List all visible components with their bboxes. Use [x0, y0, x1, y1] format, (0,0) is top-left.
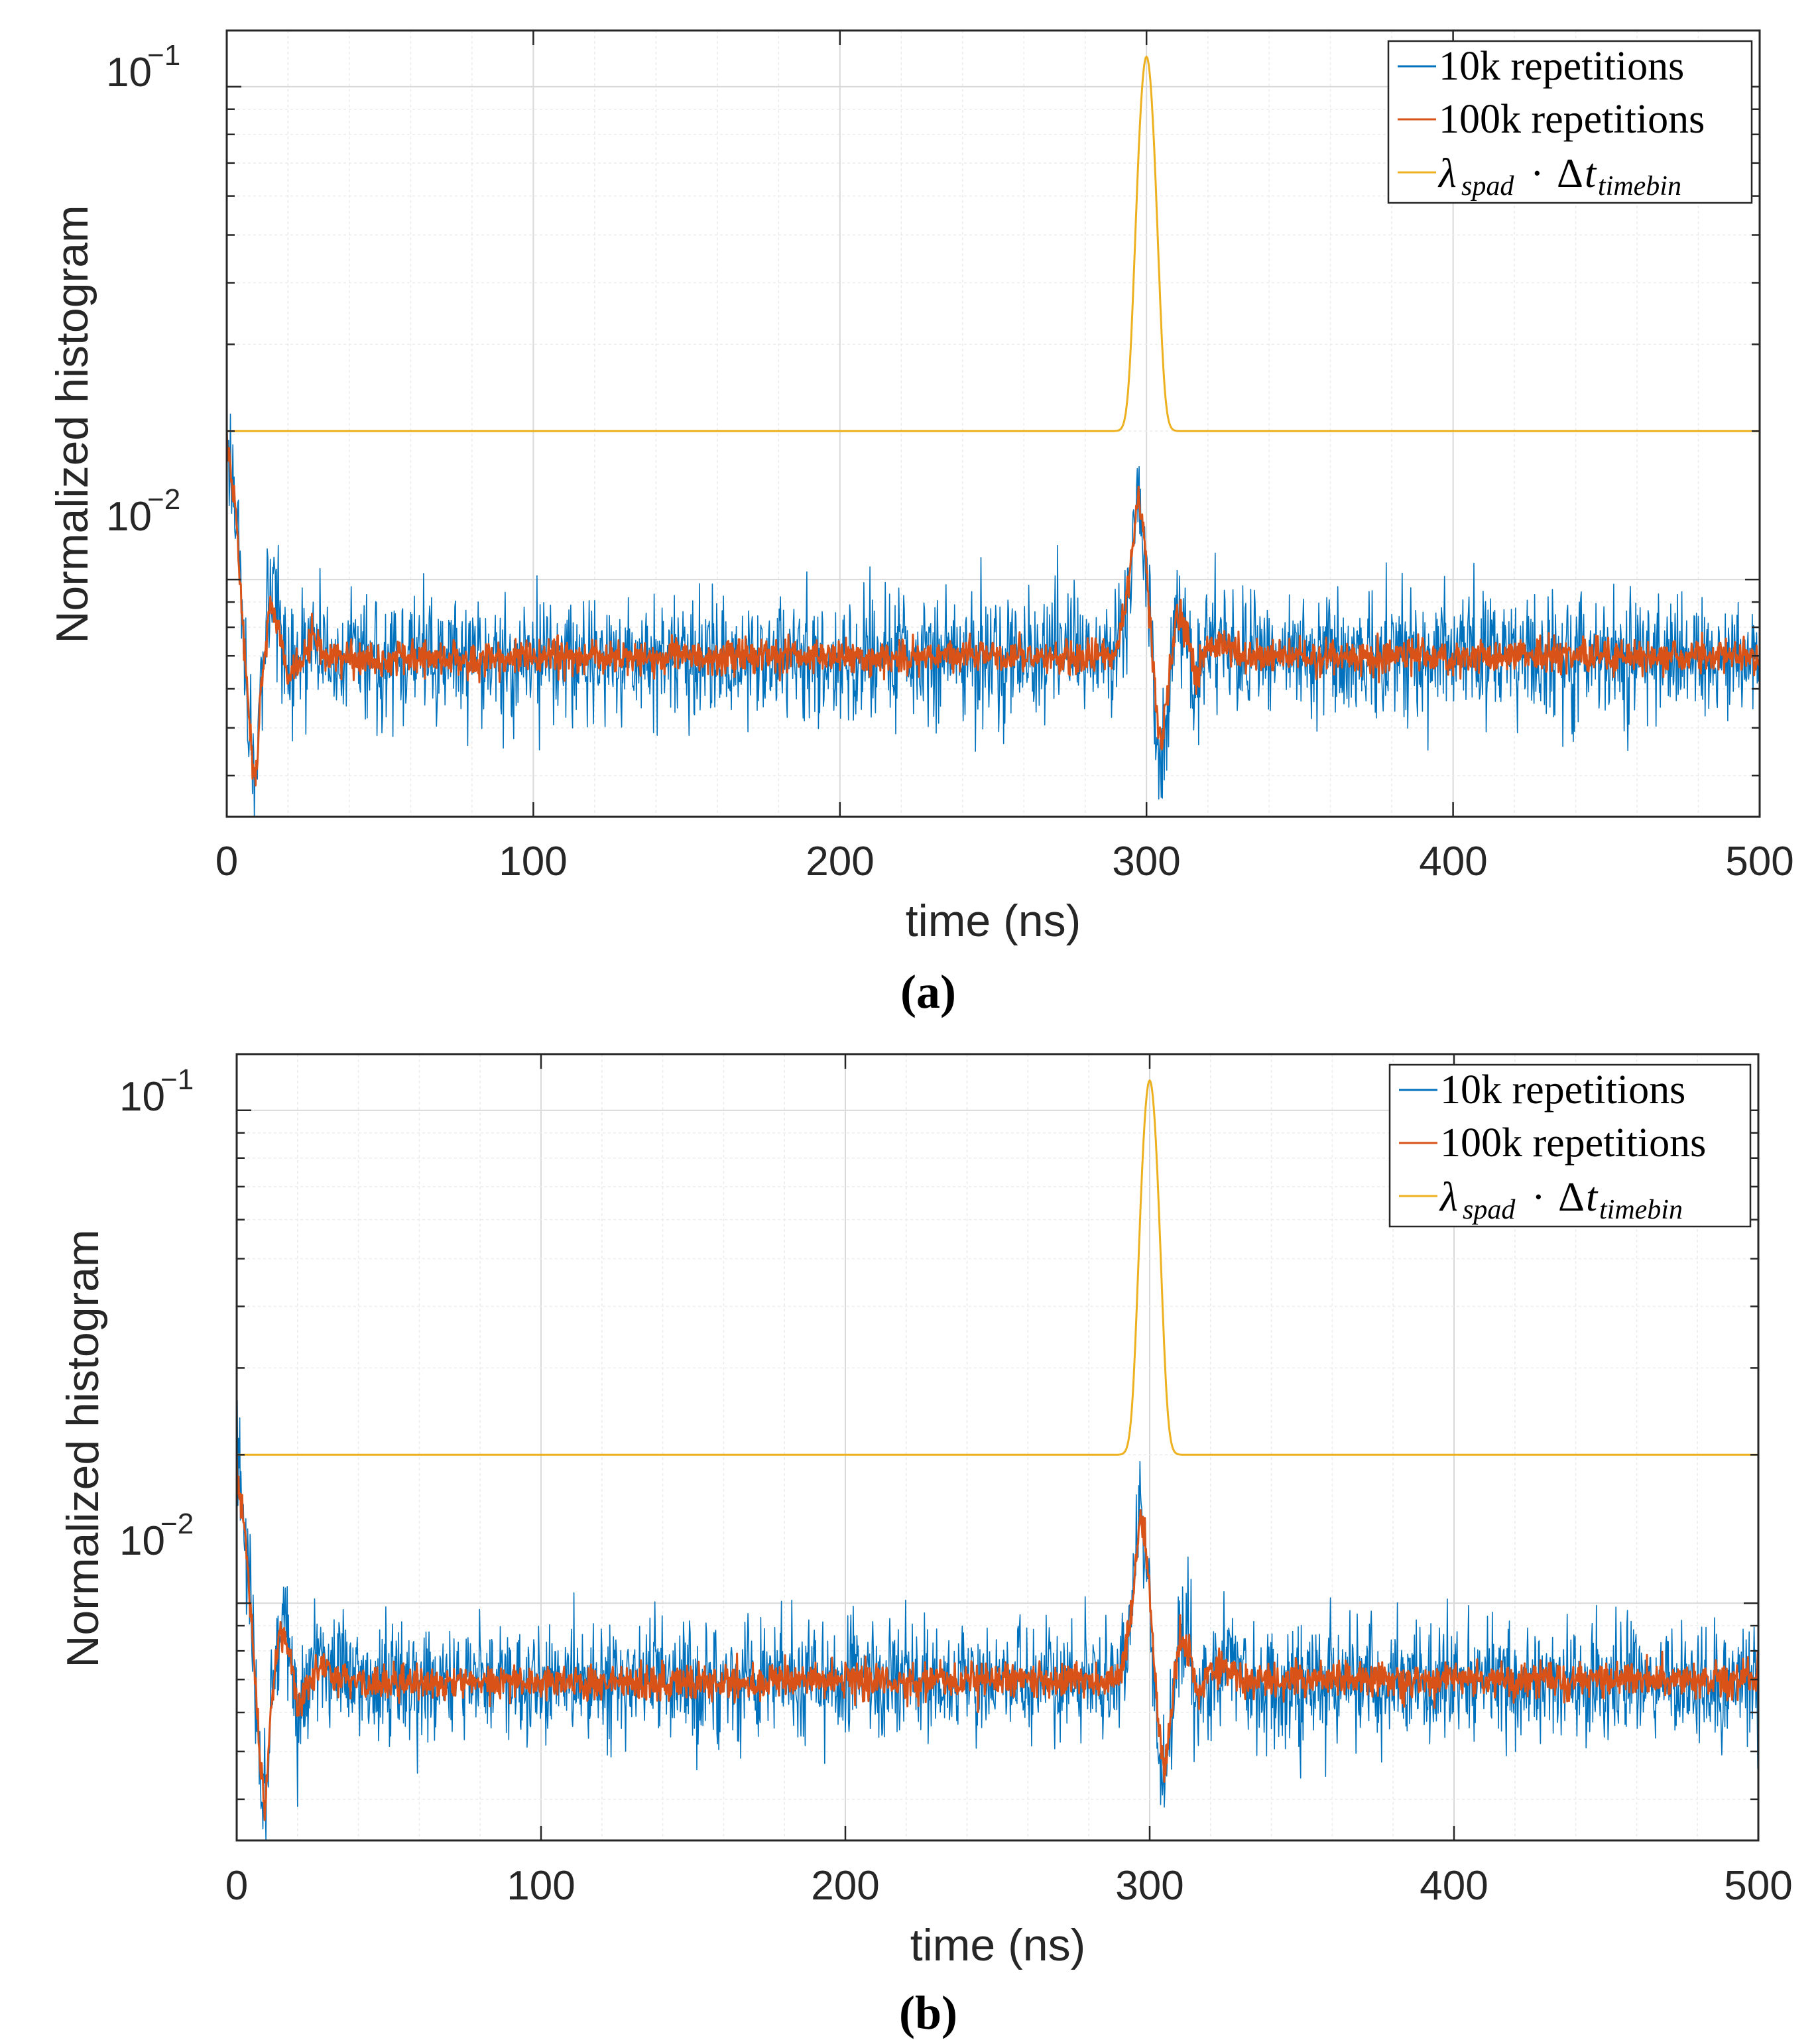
legend-label-10k: 10k repetitions: [1440, 1067, 1685, 1112]
chart-panel-a: 10 −1 10 −2 0 100 200 300 400 500 time (…: [47, 29, 1794, 1018]
legend-label-100k: 100k repetitions: [1439, 97, 1705, 142]
ytick-base: 10: [119, 1074, 165, 1120]
x-axis-title-a: time (ns): [906, 896, 1081, 946]
xtick-label-0: 0: [225, 1863, 248, 1909]
legend-t: t: [1585, 151, 1597, 196]
legend-label-100k: 100k repetitions: [1440, 1120, 1706, 1166]
xtick-label-500: 500: [1724, 1863, 1792, 1909]
y-axis-title-a: Normalized histogram: [47, 205, 97, 643]
xtick-label-500: 500: [1725, 839, 1793, 884]
series-layer-b: [235, 1079, 1760, 1841]
legend-b: 10k repetitions 100k repetitions λ spad …: [1388, 1063, 1752, 1228]
plot-frame-b: [235, 1053, 1760, 1842]
xtick-label-0: 0: [215, 839, 238, 884]
ytick-base: 10: [106, 50, 152, 95]
series-lambda-spad-b: [236, 1079, 1759, 1456]
xtick-label-100: 100: [499, 839, 567, 884]
chart-panel-b: 10 −1 10 −2 0 100 200 300 400 500 time (…: [58, 1053, 1793, 2039]
series-100k-repetitions-b: [235, 1447, 1760, 1821]
ytick-label-minus2-a: 10 −2: [106, 483, 180, 540]
panel-label-a: (a): [900, 965, 956, 1018]
xtick-label-400: 400: [1419, 839, 1487, 884]
legend-t-sub: timebin: [1599, 1195, 1683, 1225]
legend-lambda: λ: [1439, 1175, 1458, 1220]
legend-a: 10k repetitions 100k repetitions λ spad …: [1387, 40, 1753, 204]
xtick-label-300: 300: [1115, 1863, 1183, 1909]
ticks-b: [235, 1054, 1760, 1840]
legend-box: [1387, 40, 1753, 204]
y-axis-title-b: Normalized histogram: [58, 1229, 108, 1667]
series-100k-repetitions-a: [225, 428, 1761, 787]
legend-dot: ·: [1532, 1175, 1546, 1220]
ytick-base: 10: [106, 494, 152, 540]
legend-label-lambda: λ spad · Δ t timebin: [1439, 1175, 1683, 1225]
legend-label-10k: 10k repetitions: [1439, 44, 1684, 89]
x-axis-title-b: time (ns): [910, 1920, 1085, 1970]
legend-delta: Δ: [1558, 1175, 1585, 1220]
series-lambda-spad-a: [226, 56, 1760, 432]
grid-a: [227, 30, 1760, 817]
ytick-exponent: −1: [147, 39, 180, 72]
ytick-exponent: −2: [160, 1508, 194, 1540]
legend-dot: ·: [1530, 151, 1544, 196]
ytick-base: 10: [119, 1518, 165, 1564]
plot-frame-a: [225, 29, 1761, 818]
xtick-label-200: 200: [811, 1863, 879, 1909]
ytick-label-minus2-b: 10 −2: [119, 1508, 194, 1564]
legend-lambda-sub: spad: [1463, 1195, 1516, 1225]
ticks-a: [225, 30, 1761, 817]
legend-label-lambda: λ spad · Δ t timebin: [1437, 151, 1681, 202]
ytick-label-minus1-a: 10 −1: [106, 39, 180, 95]
legend-lambda: λ: [1437, 151, 1457, 196]
ytick-exponent: −2: [147, 483, 180, 516]
legend-t: t: [1586, 1175, 1599, 1220]
xtick-label-200: 200: [806, 839, 874, 884]
legend-box: [1388, 1063, 1752, 1228]
panel-label-b: (b): [899, 1986, 957, 2039]
xtick-label-400: 400: [1420, 1863, 1488, 1909]
xtick-label-300: 300: [1112, 839, 1180, 884]
ytick-label-minus1-b: 10 −1: [119, 1063, 194, 1120]
xtick-label-100: 100: [507, 1863, 575, 1909]
legend-t-sub: timebin: [1598, 171, 1681, 202]
legend-delta: Δ: [1557, 151, 1583, 196]
series-layer-a: [225, 56, 1761, 817]
ytick-exponent: −1: [160, 1063, 194, 1096]
legend-lambda-sub: spad: [1461, 171, 1514, 202]
